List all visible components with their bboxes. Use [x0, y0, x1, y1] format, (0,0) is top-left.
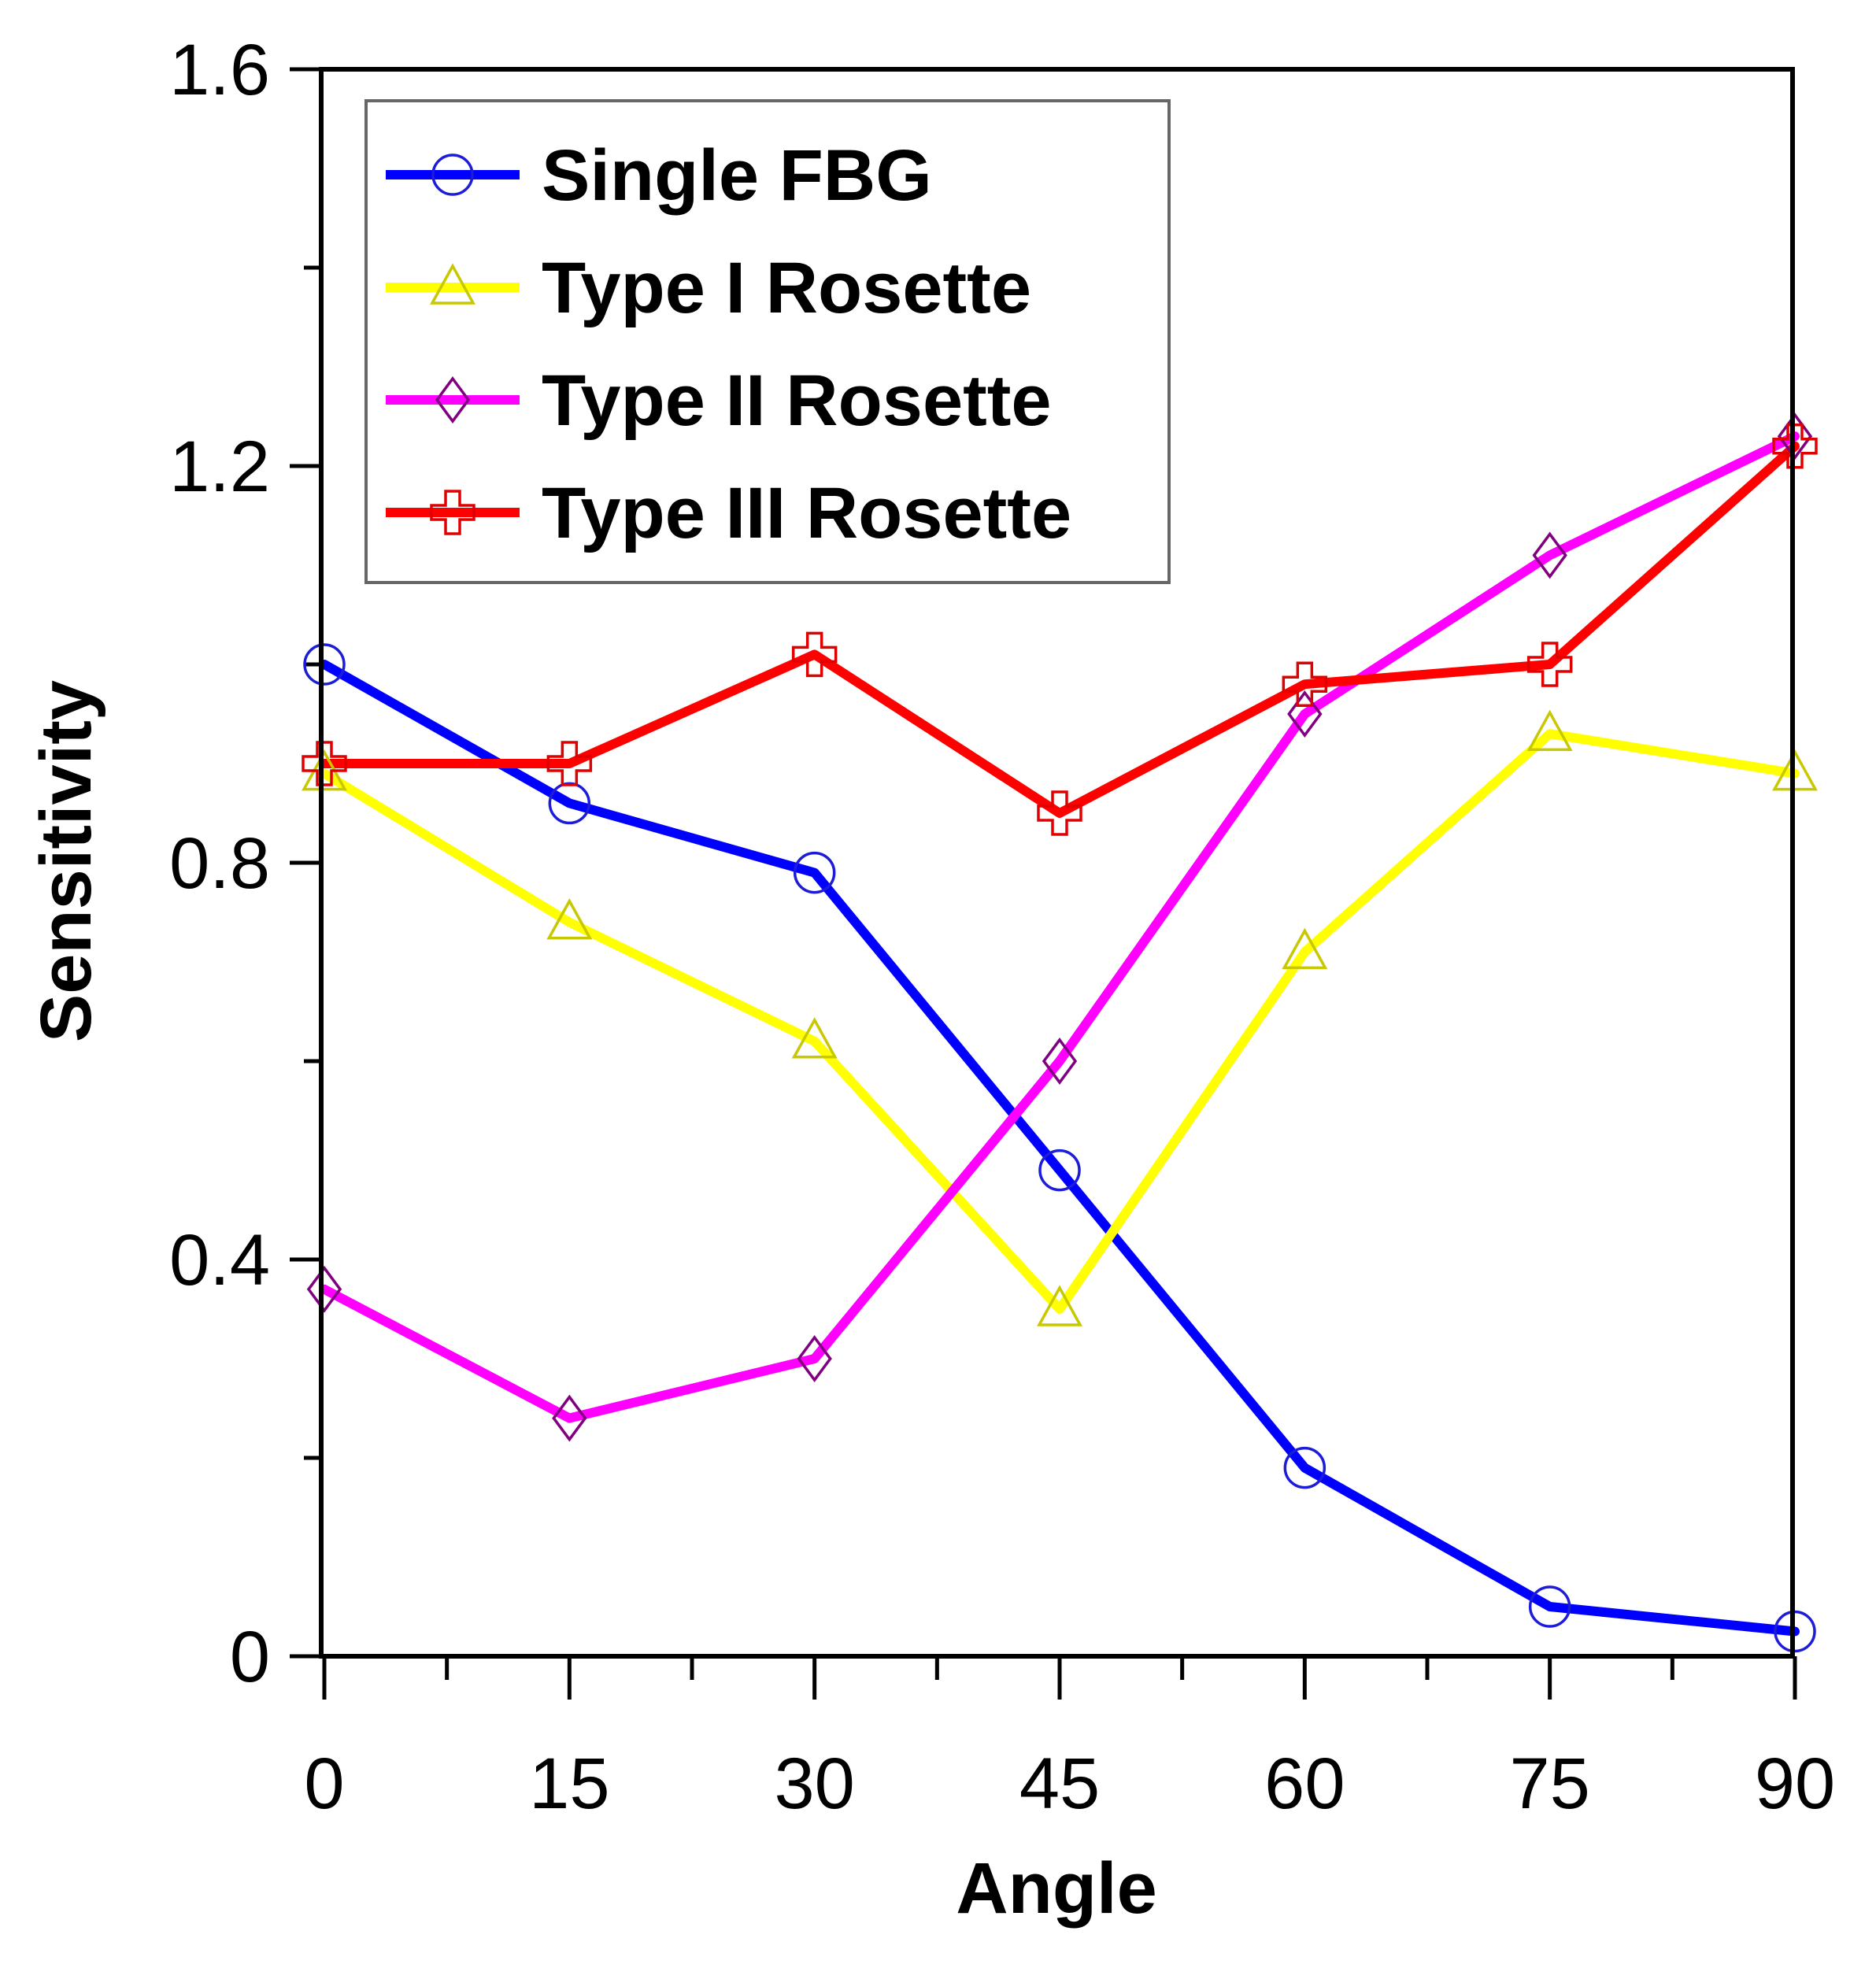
- data-point-single-fbg: [303, 643, 346, 686]
- y-tick-label: 0.8: [169, 823, 270, 904]
- y-tick-label: 0.4: [169, 1220, 270, 1300]
- data-point-type-iii-rosette: [546, 741, 593, 786]
- x-tick-label: 60: [1264, 1744, 1345, 1824]
- data-point-type-ii-rosette: [552, 1394, 587, 1442]
- x-tick-label: 45: [1019, 1744, 1100, 1824]
- data-point-type-i-rosette: [791, 1017, 838, 1059]
- data-point-type-ii-rosette: [1042, 1038, 1078, 1085]
- series-line-type-iii-rosette: [320, 441, 1800, 818]
- legend-label-single-fbg: Single FBG: [542, 135, 932, 216]
- legend: Single FBG Type I Rosette Type II Rosette T…: [364, 99, 1171, 584]
- data-point-type-iii-rosette: [1282, 661, 1328, 707]
- axes: 0 15 30 45 60 75 90 0 0.4 0.8 1.2 1.6: [169, 30, 1835, 1824]
- x-axis-title: Angle: [956, 1848, 1157, 1929]
- legend-marker-type-i-rosette: [430, 263, 475, 305]
- x-tick-label: 90: [1755, 1744, 1835, 1824]
- legend-marker-single-fbg: [431, 154, 474, 196]
- data-point-type-ii-rosette: [797, 1335, 832, 1382]
- legend-marker-type-ii-rosette: [435, 376, 471, 424]
- legend-box: [364, 99, 1171, 584]
- data-point-type-ii-rosette: [306, 1265, 342, 1313]
- data-point-type-ii-rosette: [1532, 531, 1567, 579]
- data-point-single-fbg: [1528, 1585, 1571, 1628]
- legend-label-type-iii-rosette: Type III Rosette: [542, 473, 1071, 553]
- y-tick-label: 1.6: [169, 30, 270, 110]
- series-line-type-i-rosette: [320, 729, 1800, 1314]
- x-tick-label: 75: [1509, 1744, 1589, 1824]
- y-tick-label: 1.2: [169, 427, 270, 507]
- series-lines: [302, 412, 1818, 1653]
- y-axis-title: Sensitivity: [26, 680, 106, 1042]
- x-tick-label: 15: [529, 1744, 609, 1824]
- data-point-type-iii-rosette: [1772, 424, 1818, 469]
- x-tick-label: 0: [304, 1744, 344, 1824]
- data-point-type-i-rosette: [1526, 709, 1573, 751]
- plot-frame: [319, 67, 1795, 1659]
- data-point-type-iii-rosette: [791, 631, 838, 678]
- data-point-single-fbg: [793, 851, 836, 894]
- data-point-type-iii-rosette: [302, 741, 347, 786]
- legend-label-type-ii-rosette: Type II Rosette: [542, 361, 1052, 441]
- data-point-type-iii-rosette: [1037, 790, 1082, 836]
- data-point-type-i-rosette: [1037, 1285, 1082, 1326]
- data-point-type-iii-rosette: [1526, 642, 1573, 687]
- legend-marker-type-iii-rosette: [430, 490, 475, 535]
- data-point-type-ii-rosette: [1287, 690, 1323, 738]
- legend-label-type-i-rosette: Type I Rosette: [542, 248, 1031, 328]
- data-point-single-fbg: [1038, 1149, 1081, 1192]
- data-point-type-i-rosette: [1282, 927, 1328, 970]
- y-tick-label: 0: [230, 1617, 270, 1697]
- series-line-type-ii-rosette: [320, 431, 1800, 1423]
- data-point-type-i-rosette: [546, 897, 593, 940]
- series-line-single-fbg: [320, 660, 1800, 1637]
- x-tick-label: 30: [774, 1744, 854, 1824]
- data-point-single-fbg: [1283, 1446, 1327, 1489]
